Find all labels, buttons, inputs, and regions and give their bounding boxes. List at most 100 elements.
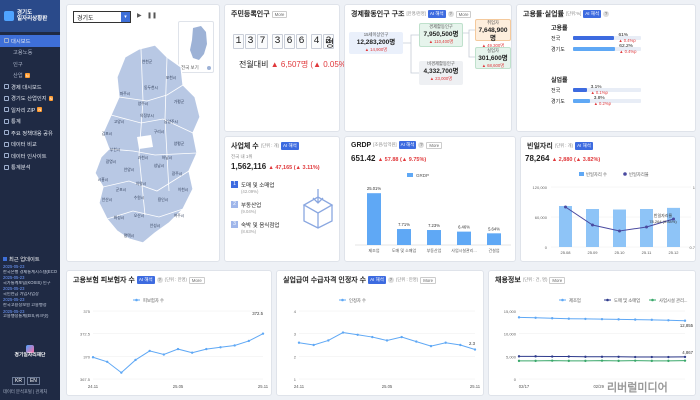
- bar-value-label: 6.46%: [458, 225, 470, 230]
- app-logo[interactable]: 경기도 일자리상황판: [0, 0, 60, 32]
- sidebar-item[interactable]: 데이터 인사이트: [0, 150, 60, 162]
- help-icon[interactable]: ?: [447, 11, 454, 17]
- sidebar-item[interactable]: 일자리 ZIP N: [0, 104, 60, 116]
- lang-kr-button[interactable]: KR: [12, 377, 25, 385]
- play-icon[interactable]: ▶: [137, 13, 142, 19]
- legend-marker: [623, 172, 627, 176]
- econ-pop-ai-button[interactable]: AI 해석: [427, 10, 446, 18]
- y-tick-label: 3: [294, 332, 297, 337]
- population-digit: 4: [311, 34, 322, 49]
- jobs-ai-button[interactable]: AI 해석: [575, 142, 593, 150]
- rate-region-label: 전국: [551, 88, 561, 94]
- rank-badge: 2: [231, 201, 238, 208]
- recent-updates: 최근 업데이트 2025-05-23 한국은행 경제통계시스템(ECOS) 2025…: [0, 255, 60, 321]
- x-tick-label: 25.11: [258, 384, 269, 389]
- rate-point: [564, 205, 567, 209]
- legend-marker: [561, 298, 564, 302]
- population-change: 전월대비 ▲ 6,507명 (▲ 0.05%): [239, 59, 349, 70]
- benefit-more-button[interactable]: More: [420, 276, 436, 284]
- sidebar-item[interactable]: 경제 대시보드: [0, 81, 60, 93]
- sidebar-item[interactable]: 통계분석: [0, 162, 60, 174]
- city-label: 양평군: [174, 141, 185, 146]
- city-label: 의정부시: [140, 113, 154, 118]
- update-item[interactable]: 2025-05-23 국민연금 가입사업장: [3, 286, 57, 297]
- sidebar-item[interactable]: 통계: [0, 116, 60, 128]
- x-tick-label: 25.11: [642, 250, 652, 255]
- econ-pop-card: 경제활동인구 구조 [만명/천명] AI 해석? More 15세이상인구 12,283…: [344, 4, 512, 132]
- insured-ai-button[interactable]: AI 해석: [136, 276, 155, 284]
- data-point: [534, 316, 537, 319]
- lang-en-button[interactable]: EN: [26, 377, 40, 385]
- city-label: 용인시: [158, 197, 168, 202]
- update-item[interactable]: 2025-05-23 한국은행 경제통계시스템(ECOS): [3, 264, 57, 275]
- rate-bar-fill: [573, 99, 590, 103]
- data-point: [667, 359, 670, 363]
- benefit-chart: 4 3 2 1 인정자 수 24.11 25.05 25.11 2.3: [294, 297, 481, 389]
- biz-ai-button[interactable]: AI 해석: [281, 142, 299, 150]
- data-point: [517, 355, 521, 358]
- rate-bar-track: [573, 99, 641, 103]
- grdp-more-button[interactable]: More: [426, 141, 443, 149]
- sidebar-item[interactable]: 고용노동: [0, 47, 60, 59]
- city-label: 가평군: [174, 99, 185, 104]
- help-icon[interactable]: ?: [156, 277, 163, 283]
- update-item[interactable]: 2025-05-23 국가통계포털(KOSIS) 인구: [3, 275, 57, 286]
- update-item[interactable]: 2025-05-23 고용행정통계(EIS,워크넷): [3, 309, 57, 320]
- econ-unemp-change: ▲ 68,600명: [481, 62, 505, 68]
- city-label: 여주시: [174, 213, 184, 218]
- legend-label: 인정자 수: [349, 297, 366, 304]
- econ-unemp-value: 301,600명: [478, 54, 508, 62]
- legend-marker: [651, 298, 654, 302]
- city-label: 김포시: [102, 131, 112, 136]
- sidebar-item-label: 경기도 산업인지: [11, 96, 47, 103]
- sidebar-item[interactable]: 데이터 비교: [0, 139, 60, 151]
- benefit-card: 실업급여 수급자격 인정자 수 AI 해석? (단위 : 만명) More 4 3 2 1 인…: [276, 270, 484, 396]
- hiring-more-button[interactable]: More: [549, 276, 566, 284]
- city-label: 구리시: [154, 129, 164, 134]
- city-label: 군포시: [116, 187, 126, 192]
- x-tick-label: 25.08: [560, 250, 571, 255]
- logo-mark-icon: [4, 11, 14, 21]
- y-tick-label: 10,000: [504, 332, 517, 337]
- population-more-button[interactable]: More: [271, 10, 288, 18]
- x-tick-label: 24.11: [294, 384, 305, 389]
- y-tick-label: 375: [83, 309, 90, 314]
- benefit-ai-button[interactable]: AI 해석: [368, 276, 386, 284]
- jobs-change: ▲ 2,880 (▲ 3.82%): [551, 157, 601, 163]
- sidebar-item[interactable]: 주요 정책대응 공유: [0, 127, 60, 139]
- insured-more-button[interactable]: More: [188, 276, 205, 284]
- data-point: [233, 344, 236, 347]
- sidebar-item[interactable]: 인구: [0, 58, 60, 70]
- sidebar-item[interactable]: 대시보드: [0, 35, 60, 47]
- emp-rate-ai-button[interactable]: AI 해석: [583, 10, 602, 18]
- econ-pop-more-button[interactable]: More: [455, 10, 472, 18]
- grdp-ai-button[interactable]: AI 해석: [398, 141, 417, 149]
- help-icon[interactable]: ?: [603, 11, 610, 17]
- brand-text: 경기일자리재단: [14, 353, 46, 359]
- help-icon[interactable]: ?: [418, 142, 425, 148]
- inset-label: 전국 보기: [181, 65, 199, 70]
- econ-inactive-value: 4,332,700명: [423, 67, 459, 75]
- city-label: 부천시: [110, 147, 120, 152]
- sidebar-item-label: 통계: [11, 119, 21, 126]
- emp-rate-title-text: 고용률·실업률: [523, 11, 564, 18]
- x-tick-label: 25.05: [382, 384, 393, 389]
- korea-inset-map[interactable]: 전국 보기: [178, 21, 214, 73]
- data-point: [473, 348, 477, 351]
- sidebar-item[interactable]: 경기도 산업인지 N: [0, 93, 60, 105]
- language-switch: KR EN: [12, 377, 40, 385]
- pause-icon[interactable]: ❚❚: [147, 13, 158, 19]
- update-item[interactable]: 2025-05-23 한국고용정보원 고용행정: [3, 298, 57, 308]
- hiring-card: 채용정보 (단위 : 건, 명) More 15,000 10,000 5,000 0 제조…: [488, 270, 696, 396]
- data-point: [600, 317, 604, 321]
- biz-value: 1,562,116: [231, 162, 267, 171]
- data-point: [534, 355, 537, 358]
- new-badge: N: [48, 95, 54, 101]
- help-icon[interactable]: ?: [387, 277, 394, 283]
- unemp-rate-section: 실업률: [551, 78, 568, 84]
- region-select[interactable]: 경기도 ▾: [73, 11, 131, 23]
- sidebar-item[interactable]: 산업 N: [0, 70, 60, 82]
- legend-label: 사업시설 관리...: [659, 297, 688, 304]
- rate-region-label: 전국: [551, 36, 561, 42]
